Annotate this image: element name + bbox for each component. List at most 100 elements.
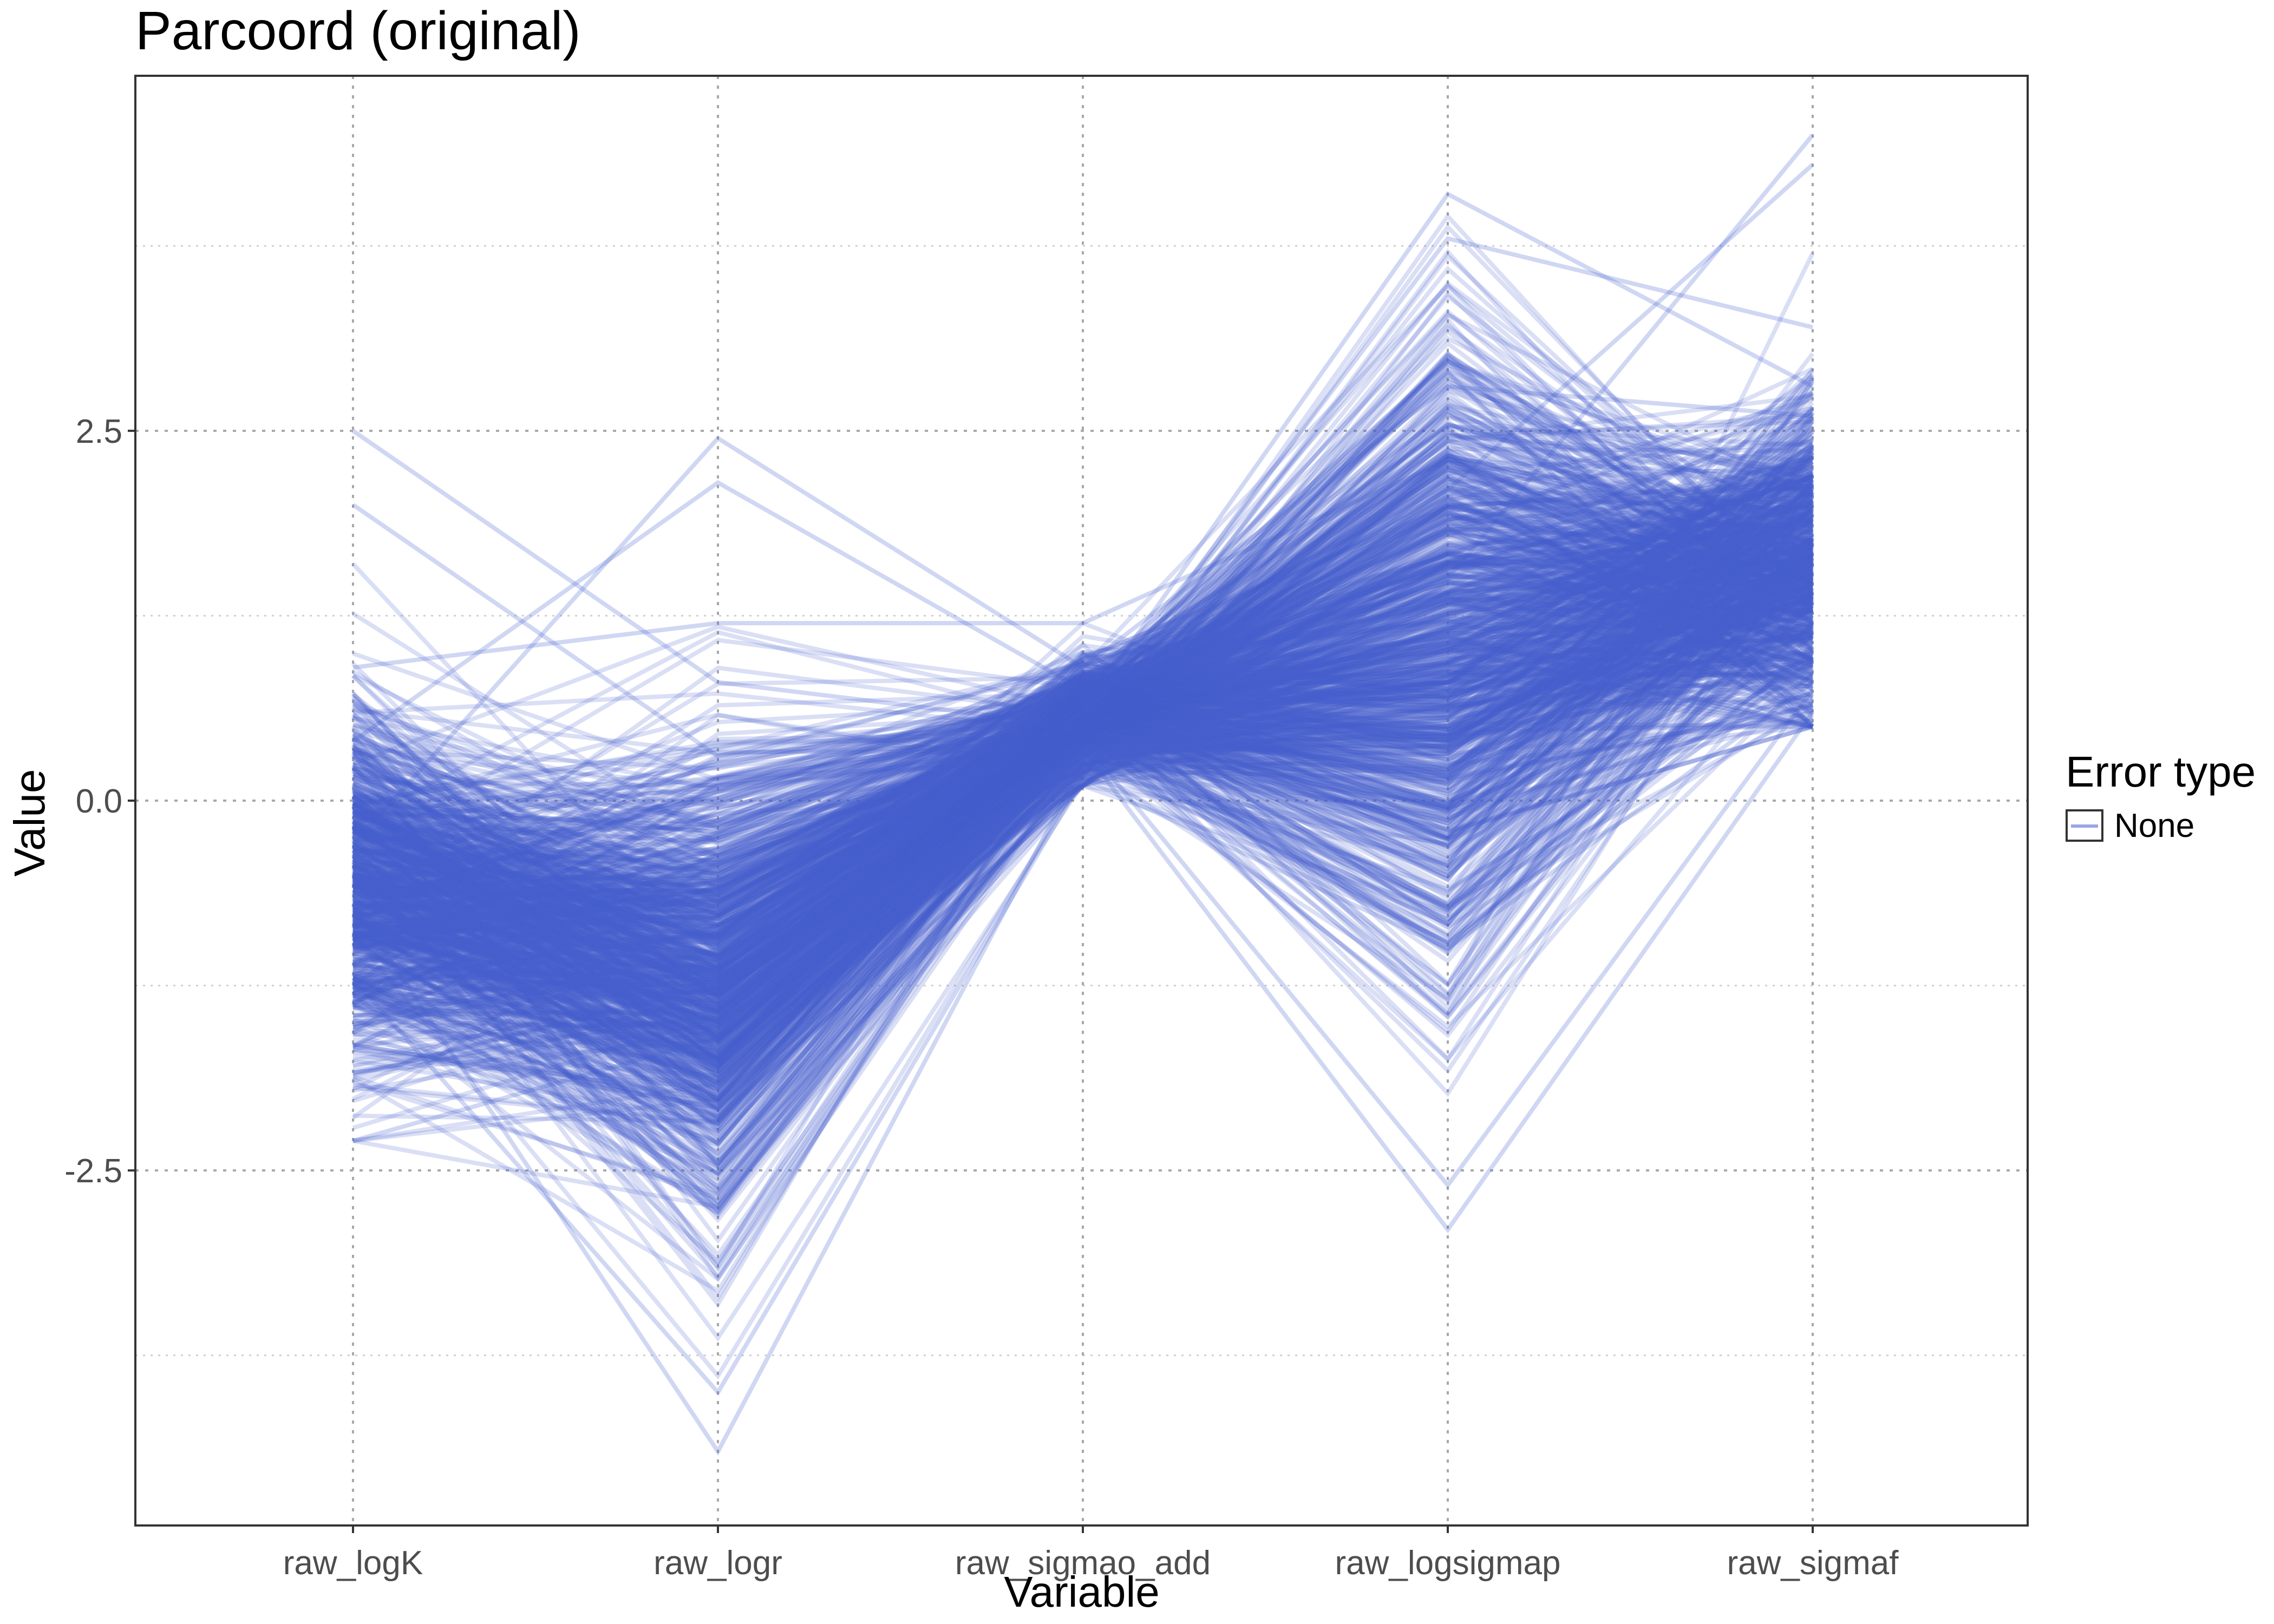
series-line — [352, 359, 1814, 987]
series-line — [351, 383, 1814, 1380]
series-line — [352, 388, 1814, 903]
series-line — [352, 430, 1814, 878]
series-line — [351, 482, 1813, 980]
series-line — [352, 455, 1814, 835]
series-line — [352, 562, 1815, 1020]
series-line — [352, 556, 1814, 945]
series-line — [352, 447, 1813, 889]
series-line — [351, 586, 1813, 1113]
series-line — [352, 676, 1814, 1026]
series-line — [351, 508, 1814, 1110]
series-line — [352, 670, 1813, 996]
series-line — [351, 490, 1814, 1219]
series-line — [352, 622, 1814, 948]
series-line — [351, 683, 1813, 1177]
series-line — [352, 610, 1813, 1032]
series-line — [352, 620, 1813, 943]
series-line — [351, 562, 1814, 990]
series-line — [352, 525, 1814, 938]
series-line — [352, 634, 1813, 1039]
series-line — [352, 466, 1814, 1014]
series-line — [351, 613, 1813, 1342]
series-line — [352, 502, 1814, 958]
series-line — [351, 473, 1814, 1211]
series-line — [352, 562, 1814, 961]
series-line — [352, 606, 1814, 916]
series-line — [352, 607, 1814, 896]
series-line — [351, 494, 1814, 1040]
series-line — [351, 370, 1814, 1106]
series-line — [352, 554, 1814, 883]
series-line — [352, 460, 1814, 966]
series-line — [351, 603, 1813, 979]
series-line — [352, 601, 1813, 1012]
series-line — [352, 252, 1815, 1002]
series-line — [352, 485, 1813, 1084]
series-line — [352, 602, 1813, 1043]
series-line — [352, 565, 1814, 915]
series-line — [352, 473, 1814, 907]
series-line — [351, 456, 1814, 1068]
series-line — [352, 549, 1813, 964]
series-line — [351, 407, 1815, 1066]
series-line — [352, 462, 1814, 1060]
series-line — [352, 420, 1814, 987]
series-line — [352, 488, 1814, 944]
series-line — [352, 554, 1814, 876]
series-line — [352, 555, 1814, 913]
series-line — [352, 406, 1814, 990]
series-line — [351, 662, 1814, 1046]
series-line — [352, 554, 1814, 977]
series-line — [352, 421, 1814, 925]
series-line — [352, 457, 1814, 1036]
series-line — [352, 541, 1814, 941]
series-line — [352, 370, 1814, 863]
series-line — [352, 480, 1814, 1004]
series-line — [351, 453, 1814, 1121]
series-line — [352, 523, 1813, 926]
series-line — [352, 593, 1814, 928]
series-line — [352, 524, 1814, 821]
series-line — [352, 507, 1814, 1046]
series-line — [352, 516, 1814, 898]
series-line — [352, 579, 1813, 1062]
series-line — [352, 561, 1814, 909]
series-line — [352, 503, 1814, 1060]
series-line — [351, 573, 1813, 1063]
series-line — [352, 460, 1814, 918]
x-tick-label: raw_logr — [654, 1544, 782, 1582]
series-line — [351, 559, 1814, 1215]
series-line — [352, 531, 1814, 1001]
series-line — [352, 505, 1814, 1017]
series-line — [352, 441, 1813, 1039]
series-line — [352, 599, 1813, 941]
series-line — [352, 529, 1814, 1005]
series-line — [352, 252, 1814, 1027]
series-line — [352, 398, 1814, 1010]
series-line — [352, 588, 1813, 917]
series-line — [352, 475, 1814, 1032]
series-line — [352, 515, 1814, 1076]
series-lines — [351, 133, 1815, 1456]
series-line — [352, 558, 1814, 975]
series-line — [352, 191, 1814, 921]
series-line — [352, 530, 1813, 1100]
series-line — [352, 654, 1813, 983]
series-line — [352, 660, 1813, 912]
series-line — [352, 473, 1814, 938]
series-line — [351, 476, 1814, 857]
series-line — [351, 506, 1814, 1008]
series-line — [351, 624, 1813, 1114]
series-line — [351, 438, 1813, 1197]
series-line — [352, 610, 1814, 1017]
series-line — [352, 646, 1813, 1071]
series-line — [352, 490, 1813, 1005]
series-line — [352, 535, 1814, 895]
series-line — [352, 591, 1813, 1039]
series-line — [352, 613, 1814, 984]
series-line — [352, 416, 1814, 994]
series-line — [351, 351, 1814, 1273]
series-line — [352, 621, 1814, 1135]
series-line — [352, 595, 1814, 954]
series-line — [352, 497, 1814, 1093]
